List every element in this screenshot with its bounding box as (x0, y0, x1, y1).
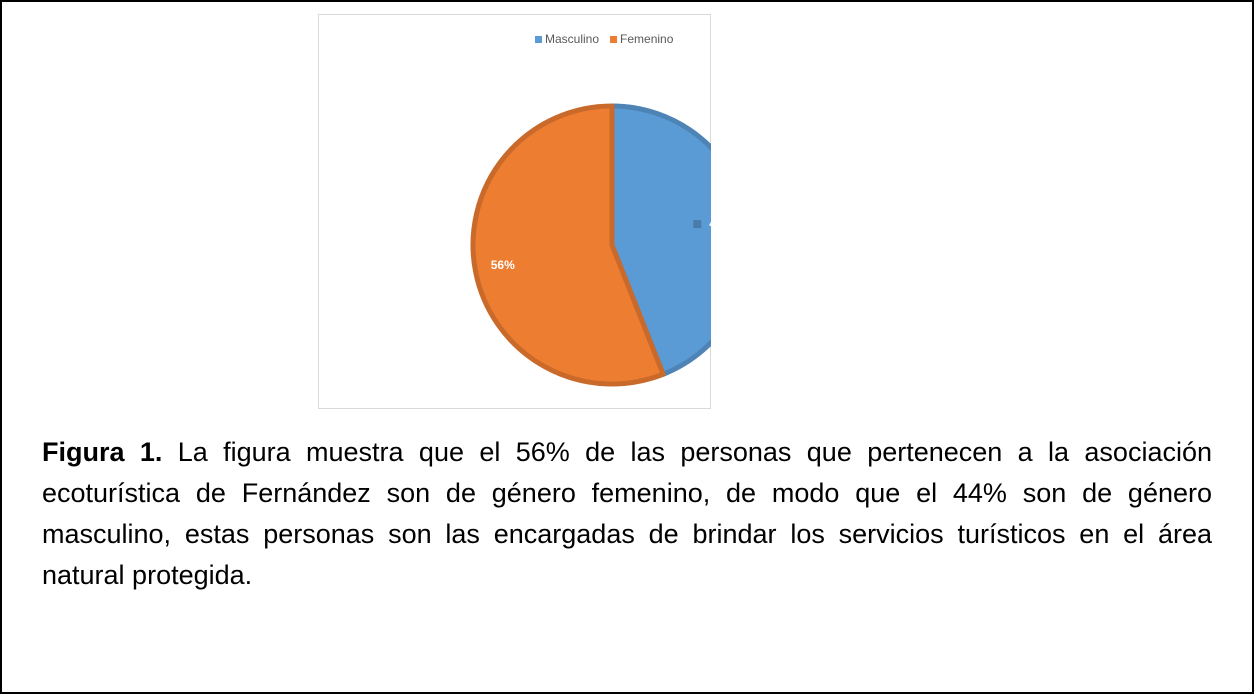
data-label: 56% (491, 258, 515, 272)
legend-key (535, 36, 542, 43)
label-key (693, 220, 702, 229)
chart: 44% 56% Masculino Femenino (318, 14, 711, 409)
legend-label: Masculino (545, 32, 599, 46)
caption: Figura 1. La figura muestra que el 56% d… (42, 432, 1212, 596)
pie-slice (470, 103, 666, 387)
data-label: 44% (709, 216, 711, 230)
caption-text: La figura muestra que el 56% de las pers… (42, 437, 1212, 590)
caption-label: Figura 1. (42, 437, 163, 467)
legend-label: Femenino (620, 32, 674, 46)
legend-key (610, 36, 618, 43)
